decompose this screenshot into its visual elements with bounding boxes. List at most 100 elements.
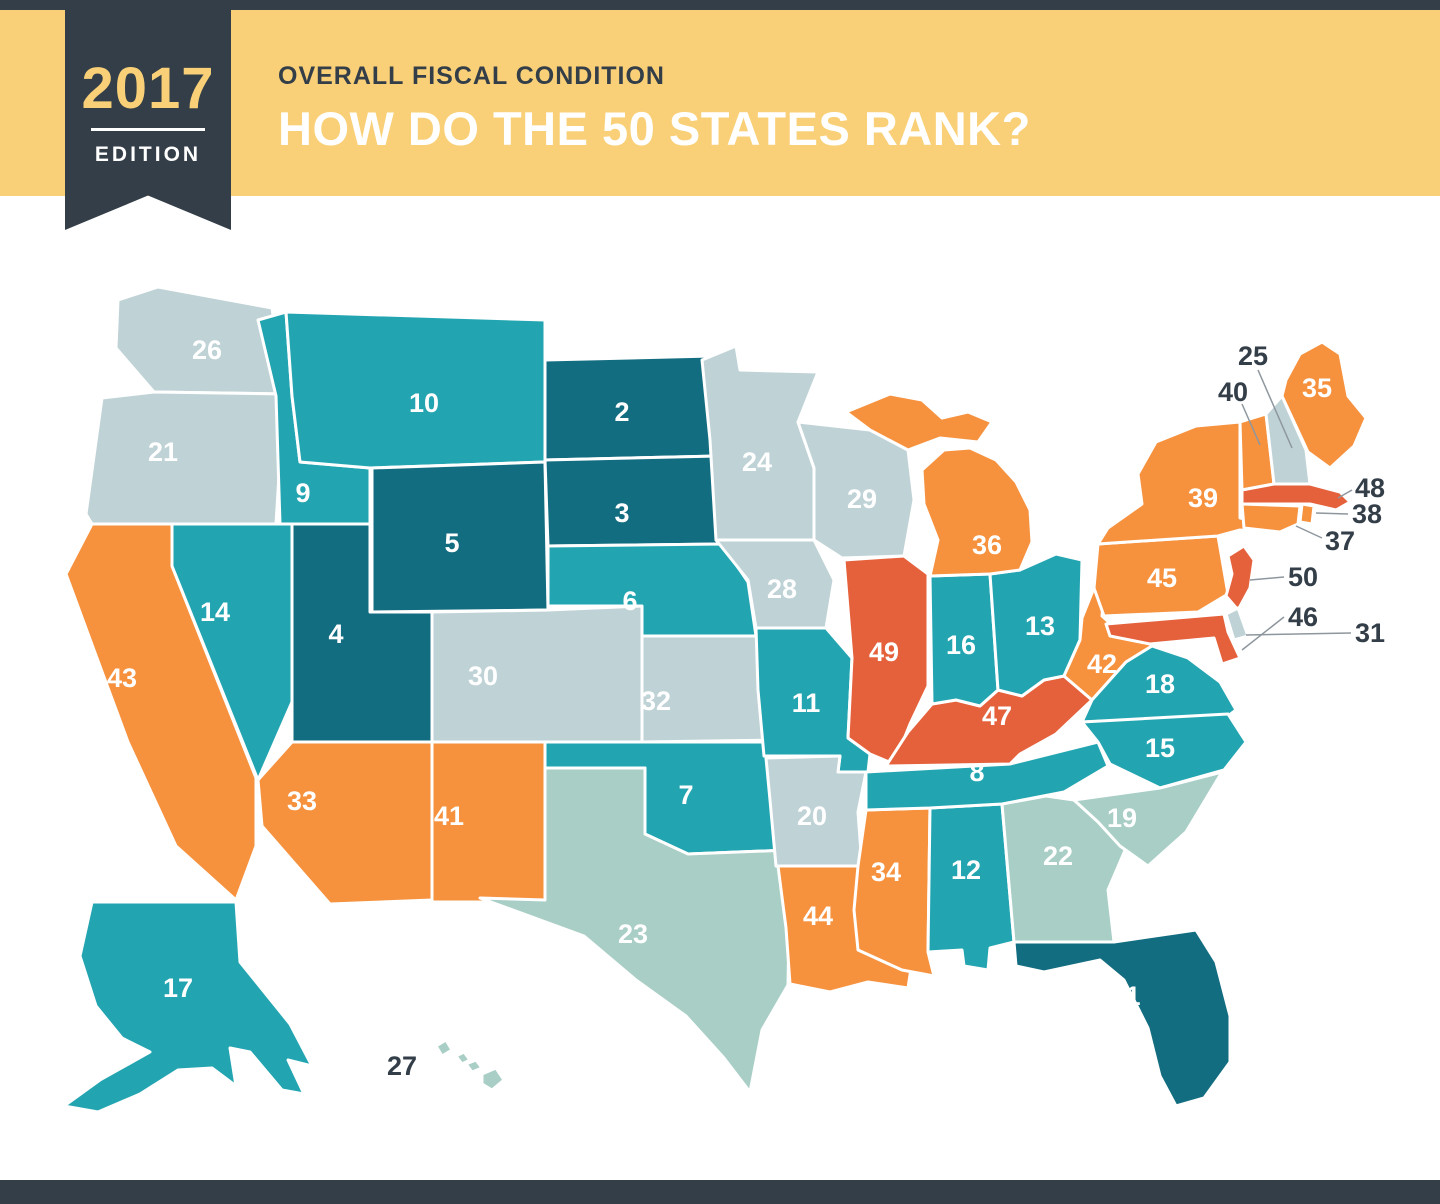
rank-label-fl: 1 bbox=[1125, 981, 1140, 1011]
leader-line-ma bbox=[1337, 489, 1353, 499]
state-nj bbox=[1224, 544, 1256, 612]
state-shape-co bbox=[430, 604, 644, 744]
state-wa: 26 bbox=[114, 285, 286, 396]
rank-label-mt: 10 bbox=[409, 388, 439, 418]
callout-rank-label-de: 31 bbox=[1355, 618, 1385, 648]
callout-rank-label-md: 46 bbox=[1288, 602, 1318, 632]
callout-rank-label-ri: 38 bbox=[1352, 499, 1382, 529]
rank-label-wv: 42 bbox=[1087, 649, 1117, 679]
rank-label-ga: 22 bbox=[1043, 841, 1073, 871]
state-al: 12 bbox=[926, 802, 1016, 972]
state-shape-ct bbox=[1240, 502, 1302, 534]
state-shape-ms bbox=[852, 806, 936, 978]
header-banner: OVERALL FISCAL CONDITION HOW DO THE 50 S… bbox=[0, 10, 1440, 196]
state-md bbox=[1104, 612, 1242, 666]
callout-rank-label-vt: 40 bbox=[1218, 377, 1248, 407]
state-mt: 10 bbox=[284, 310, 547, 470]
page-title: HOW DO THE 50 STATES RANK? bbox=[278, 102, 1031, 155]
state-wy: 5 bbox=[370, 460, 550, 614]
state-shape-tx bbox=[478, 766, 792, 1094]
rank-label-ny: 39 bbox=[1188, 483, 1218, 513]
state-shape-md bbox=[1104, 612, 1242, 666]
rank-label-mo: 11 bbox=[792, 688, 821, 718]
rank-label-il: 49 bbox=[869, 637, 899, 667]
rank-label-pa: 45 bbox=[1147, 563, 1177, 593]
state-shape-ak bbox=[62, 900, 314, 1114]
state-hi bbox=[434, 1038, 506, 1092]
state-shape-or bbox=[84, 390, 286, 526]
state-shape-wy bbox=[370, 460, 550, 614]
rank-label-nc: 15 bbox=[1145, 733, 1175, 763]
callout-rank-label-ma: 48 bbox=[1355, 473, 1385, 503]
state-oh: 13 bbox=[988, 552, 1084, 698]
rank-label-mn: 24 bbox=[742, 447, 772, 477]
rank-label-wy: 5 bbox=[444, 528, 459, 558]
rank-label-ky: 47 bbox=[982, 701, 1012, 731]
bottom-border-bar bbox=[0, 1180, 1440, 1204]
rank-label-ca: 43 bbox=[107, 663, 137, 693]
state-sd: 3 bbox=[543, 454, 724, 548]
state-shape-hi bbox=[464, 1058, 484, 1074]
state-shape-nv bbox=[170, 522, 294, 782]
state-shape-me bbox=[1280, 340, 1368, 470]
state-shape-sd bbox=[543, 454, 724, 548]
rank-label-az: 33 bbox=[287, 786, 317, 816]
rank-label-sd: 3 bbox=[614, 498, 629, 528]
state-ar: 20 bbox=[764, 754, 868, 868]
state-shape-nj bbox=[1224, 544, 1256, 612]
state-co: 30 bbox=[430, 604, 644, 744]
state-mn: 24 bbox=[700, 344, 820, 542]
state-shape-tn bbox=[864, 740, 1110, 812]
rank-label-oh: 13 bbox=[1025, 611, 1055, 641]
rank-label-ne: 6 bbox=[622, 586, 637, 616]
state-shape-hi bbox=[454, 1050, 472, 1066]
rank-label-la: 44 bbox=[803, 901, 833, 931]
state-shape-ar bbox=[764, 754, 868, 868]
rank-label-va: 18 bbox=[1145, 669, 1175, 699]
state-pa: 45 bbox=[1092, 534, 1230, 618]
state-in: 16 bbox=[928, 572, 1000, 708]
state-shape-mi bbox=[844, 392, 994, 452]
state-nd: 2 bbox=[543, 354, 720, 462]
callout-rank-label-ct: 37 bbox=[1325, 526, 1355, 556]
callout-rank-label-nh: 25 bbox=[1238, 341, 1268, 371]
state-or: 21 bbox=[84, 390, 286, 526]
rank-label-ut: 4 bbox=[328, 619, 343, 649]
rank-label-nd: 2 bbox=[614, 397, 629, 427]
rank-label-ak: 17 bbox=[163, 973, 193, 1003]
state-shape-de bbox=[1224, 606, 1250, 642]
rank-label-wa: 26 bbox=[192, 335, 222, 365]
state-shape-nd bbox=[543, 354, 720, 462]
state-ri bbox=[1298, 502, 1316, 526]
rank-label-sc: 19 bbox=[1107, 803, 1137, 833]
leader-line-vt bbox=[1241, 403, 1261, 446]
leader-line-nj bbox=[1249, 576, 1285, 581]
ribbon-edition-label: EDITION bbox=[94, 143, 202, 166]
leader-line-ri bbox=[1315, 512, 1349, 515]
ribbon-year: 2017 bbox=[81, 56, 215, 121]
state-nm: 41 bbox=[430, 740, 547, 904]
state-shape-hi bbox=[480, 1066, 506, 1092]
rank-label-co: 30 bbox=[468, 661, 498, 691]
state-mo: 11 bbox=[754, 626, 872, 774]
state-shape-sc bbox=[1072, 770, 1224, 868]
state-az: 33 bbox=[256, 740, 434, 906]
state-de bbox=[1224, 606, 1250, 642]
rank-label-or: 21 bbox=[148, 437, 178, 467]
state-shape-mi bbox=[920, 446, 1034, 578]
state-ga: 22 bbox=[1000, 794, 1128, 944]
rank-label-in: 16 bbox=[946, 630, 976, 660]
rank-label-ks: 32 bbox=[641, 686, 671, 716]
kicker-text: OVERALL FISCAL CONDITION bbox=[278, 62, 665, 90]
state-tx: 23 bbox=[478, 766, 792, 1094]
title-block: OVERALL FISCAL CONDITION HOW DO THE 50 S… bbox=[278, 62, 1031, 156]
state-nv: 14 bbox=[170, 522, 294, 782]
rank-label-id: 9 bbox=[295, 478, 310, 508]
rank-label-al: 12 bbox=[951, 855, 981, 885]
state-shape-mn bbox=[700, 344, 820, 542]
rank-label-ar: 20 bbox=[797, 801, 827, 831]
leader-line-md bbox=[1241, 616, 1285, 651]
state-mi: 36 bbox=[844, 392, 1034, 578]
